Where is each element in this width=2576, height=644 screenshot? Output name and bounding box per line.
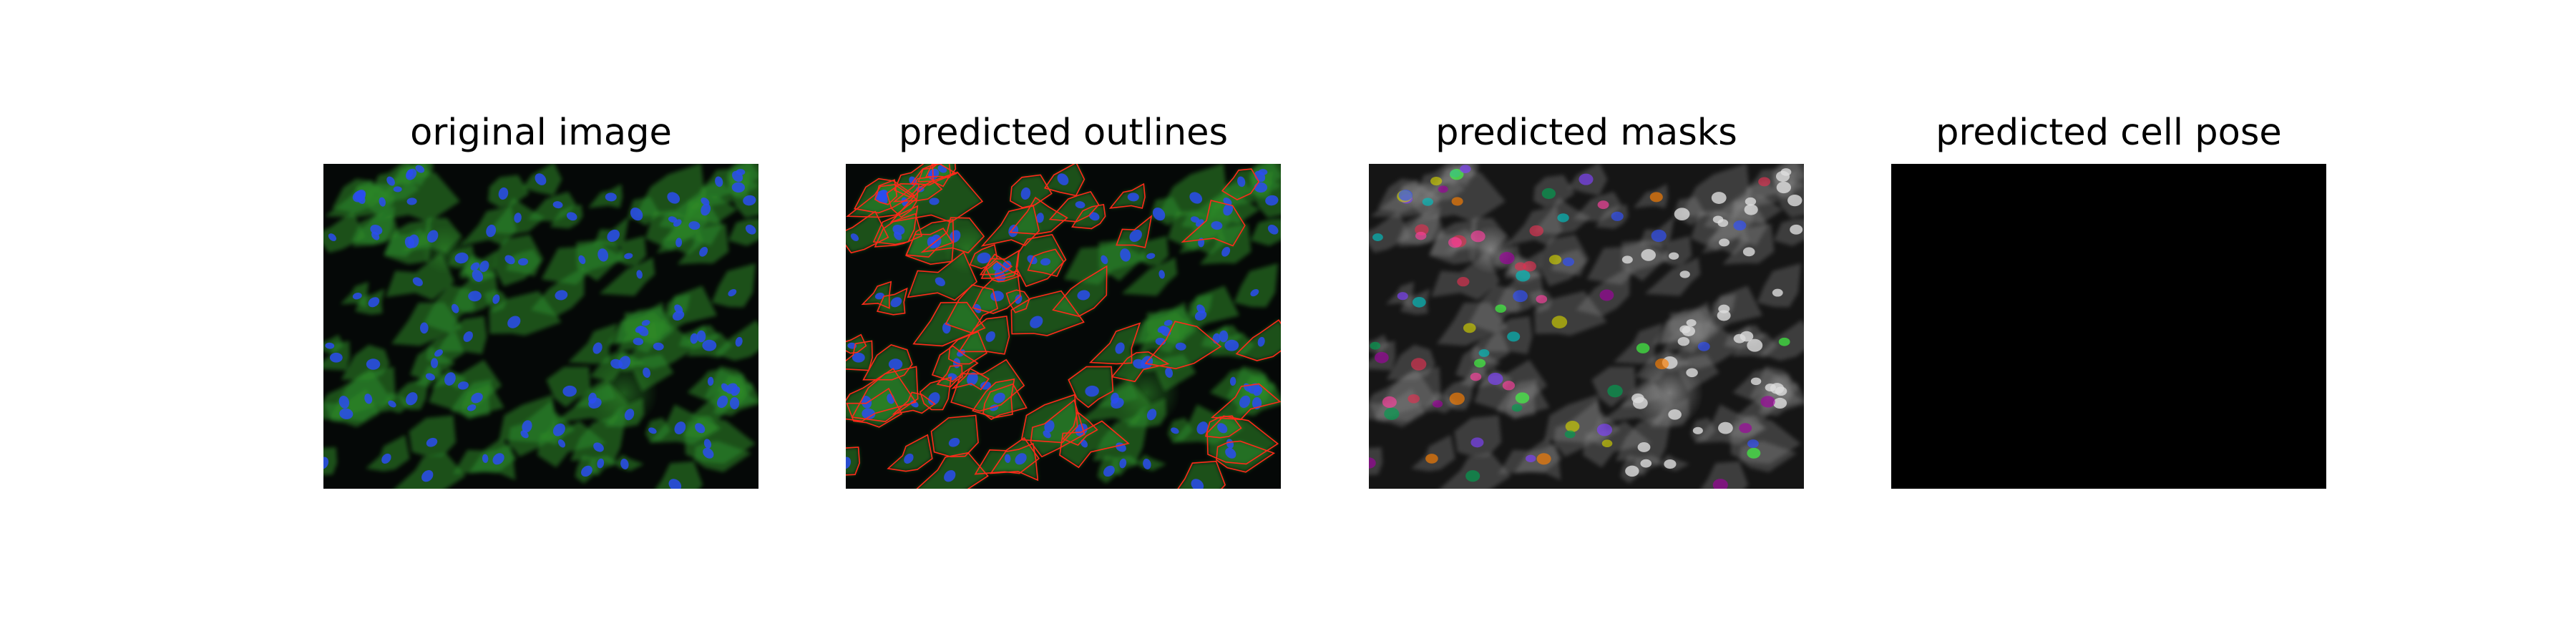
title-original-image: original image bbox=[410, 112, 672, 154]
title-predicted-outlines: predicted outlines bbox=[898, 112, 1229, 154]
title-predicted-masks: predicted masks bbox=[1435, 112, 1737, 154]
predicted-cell-pose-image bbox=[1891, 164, 2326, 489]
title-predicted-cell-pose: predicted cell pose bbox=[1936, 112, 2282, 154]
predicted-outlines-image bbox=[846, 164, 1281, 489]
original-image bbox=[323, 164, 758, 489]
original-image-panel bbox=[323, 164, 758, 489]
predicted-masks-panel bbox=[1369, 164, 1804, 489]
predicted-outlines-panel bbox=[846, 164, 1281, 489]
predicted-cell-pose-panel bbox=[1891, 164, 2326, 489]
predicted-masks-image bbox=[1369, 164, 1804, 489]
